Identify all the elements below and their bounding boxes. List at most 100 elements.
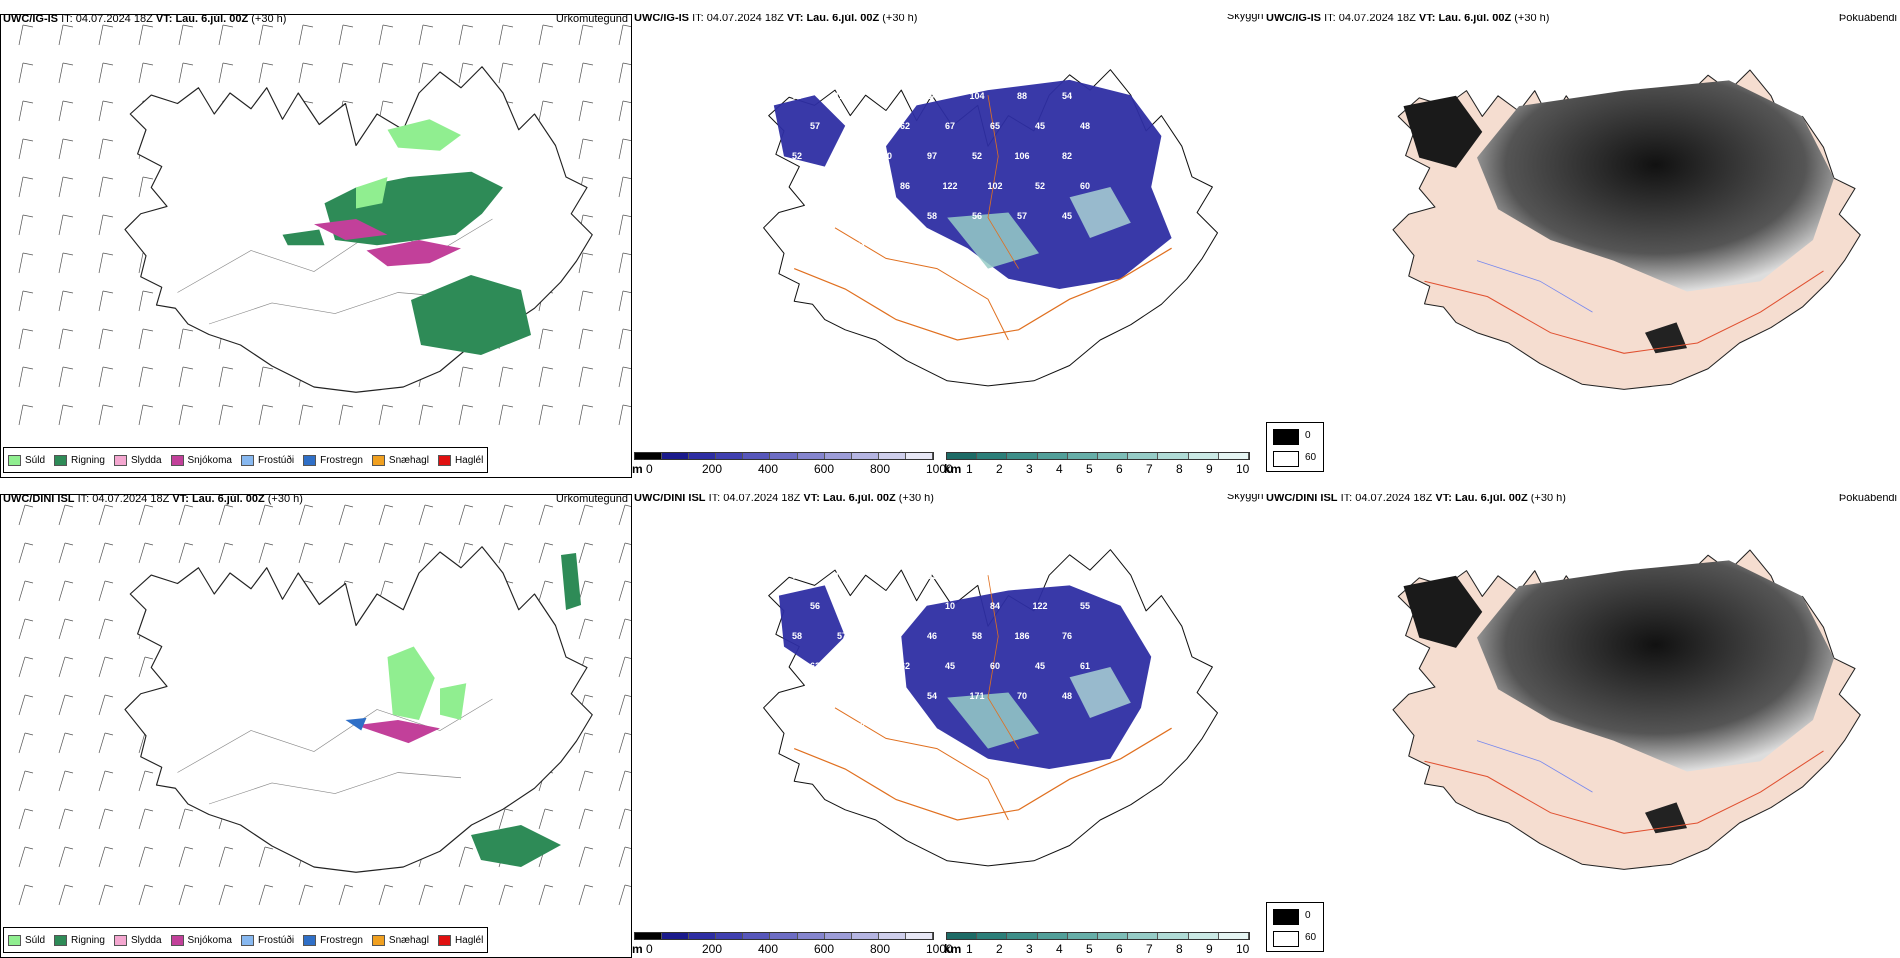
wind-barb xyxy=(58,732,66,754)
ceiling-value-label: 45 xyxy=(1035,661,1045,671)
wind-barb-flag xyxy=(262,24,274,28)
ceiling-value-label: 59 xyxy=(747,151,757,161)
wind-barb-flag xyxy=(542,100,554,104)
colorbar-step xyxy=(1037,933,1068,939)
wind-barb-flag xyxy=(422,62,434,66)
wind-barb-flag xyxy=(24,618,34,622)
wind-barb xyxy=(98,580,106,602)
colorbar-step xyxy=(905,453,934,459)
legend-item: Haglél xyxy=(437,454,483,466)
wind-barb-flag xyxy=(102,62,114,66)
wind-barb-flag xyxy=(62,404,74,408)
wind-barb xyxy=(578,252,584,274)
wind-barb-flag xyxy=(502,366,514,370)
wind-barb xyxy=(58,694,66,716)
wind-barb xyxy=(498,808,506,830)
ceiling-value-label: 58 xyxy=(792,631,802,641)
visibility-area xyxy=(947,692,1039,749)
wind-barb xyxy=(578,100,584,122)
wind-barb xyxy=(178,504,186,526)
colorbar-step xyxy=(878,453,906,459)
legend-item: Snæhagl xyxy=(371,934,429,946)
wind-barb xyxy=(538,808,546,830)
ceiling-value-label: 52 xyxy=(810,241,820,251)
low-ceiling-area xyxy=(886,79,1172,290)
wind-barb-flag xyxy=(22,214,34,218)
wind-barb xyxy=(98,366,104,388)
wind-barb-flag xyxy=(262,404,274,408)
colorbar-step xyxy=(1007,453,1038,459)
wind-barb-flag xyxy=(22,252,34,256)
panel-header: UWC/DINI ISL IT: 04.07.2024 18Z VT: Lau.… xyxy=(3,494,303,505)
wind-barb xyxy=(418,24,424,46)
ceiling-value-label: 140 xyxy=(834,571,849,581)
wind-barb-flag xyxy=(584,732,594,736)
colorbar-step xyxy=(689,933,717,939)
colorbar-step xyxy=(797,933,825,939)
wind-barb-flag xyxy=(344,542,354,546)
wind-barb-flag xyxy=(304,884,314,888)
wind-barb xyxy=(338,62,344,84)
wind-barb-flag xyxy=(142,366,154,370)
wind-barb xyxy=(58,770,66,792)
legend-swatch xyxy=(170,934,184,946)
road-line xyxy=(1424,750,1824,834)
ceiling-value-label: 77 xyxy=(972,571,982,581)
wind-barb-flag xyxy=(64,732,74,736)
legend-item: Súld xyxy=(8,934,45,946)
colorbar-step xyxy=(851,933,879,939)
low-ceiling-area xyxy=(773,95,846,167)
ceiling-value-label: 52 xyxy=(792,151,802,161)
wind-barb-flag xyxy=(504,808,514,812)
wind-barb-flag xyxy=(344,580,354,584)
ceiling-value-label: 86 xyxy=(900,181,910,191)
wind-barb xyxy=(98,100,104,122)
wind-barb-flag xyxy=(142,176,154,180)
ceiling-value-label: 54 xyxy=(882,631,892,641)
wind-barb-flag xyxy=(62,100,74,104)
wind-barb-flag xyxy=(462,404,474,408)
wind-barb xyxy=(258,504,266,526)
wind-barb-flag xyxy=(142,404,154,408)
wind-barb-flag xyxy=(424,884,434,888)
colorbar-step xyxy=(1007,933,1038,939)
legend-swatch xyxy=(371,934,385,946)
legend-label: Snæhagl xyxy=(388,934,429,946)
ceiling-value-label: 57 xyxy=(837,631,847,641)
legend-label: Súld xyxy=(25,454,46,466)
wind-barb-flag xyxy=(22,100,34,104)
wind-barb-flag xyxy=(344,504,354,508)
ceiling-value-label: 86 xyxy=(882,91,892,101)
colorbar-tick: 8 xyxy=(1176,462,1183,476)
panel-title: Úrkomutegund xyxy=(555,14,628,25)
wind-barb-flag xyxy=(382,100,394,104)
wind-barb-flag xyxy=(62,366,74,370)
wind-barb xyxy=(98,542,106,564)
rain-area xyxy=(561,553,581,610)
legend-swatch xyxy=(240,454,254,466)
wind-barb xyxy=(178,808,186,830)
wind-barb xyxy=(58,542,66,564)
wind-barb xyxy=(18,24,24,46)
wind-barb xyxy=(18,138,24,160)
ceiling-value-label: 48 xyxy=(855,721,865,731)
wind-barb-flag xyxy=(582,214,594,218)
wind-barb xyxy=(258,846,266,868)
wind-barb xyxy=(98,656,106,678)
low-ceiling-area xyxy=(901,585,1152,769)
ceiling-value-label: 84 xyxy=(990,601,1000,611)
wind-barb xyxy=(538,328,544,350)
ceiling-value-label: 53 xyxy=(1017,571,1027,581)
fog-area xyxy=(1477,80,1834,292)
wind-barb-flag xyxy=(544,504,554,508)
colorbar-step xyxy=(635,453,663,459)
wind-barb xyxy=(618,732,626,754)
ceiling-value-label: 54 xyxy=(1062,91,1072,101)
wind-barb-flag xyxy=(22,404,34,408)
ceiling-value-label: 72 xyxy=(900,601,910,611)
colorbar-step xyxy=(1218,453,1250,459)
ceiling-value-label: 90 xyxy=(747,691,757,701)
wind-barb-flag xyxy=(502,24,514,28)
colorbar-tick: 7 xyxy=(1146,462,1153,476)
wind-barb-flag xyxy=(24,504,34,508)
